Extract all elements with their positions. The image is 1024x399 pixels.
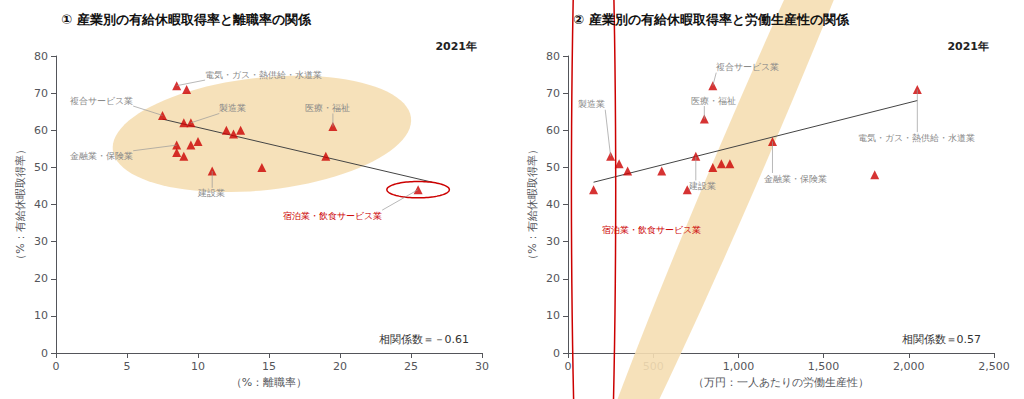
svg-text:複合サービス業: 複合サービス業 bbox=[716, 62, 779, 72]
svg-text:1,500: 1,500 bbox=[808, 360, 840, 373]
svg-text:電気・ガス・熱供給・水道業: 電気・ガス・熱供給・水道業 bbox=[858, 133, 975, 143]
svg-text:20: 20 bbox=[546, 272, 560, 285]
svg-text:電気・ガス・熱供給・水道業: 電気・ガス・熱供給・水道業 bbox=[205, 70, 322, 80]
svg-text:2,000: 2,000 bbox=[893, 360, 925, 373]
svg-text:建設業: 建設業 bbox=[197, 188, 225, 198]
svg-text:10: 10 bbox=[191, 360, 205, 373]
svg-text:相関係数＝－0.61: 相関係数＝－0.61 bbox=[379, 333, 470, 346]
svg-text:70: 70 bbox=[546, 87, 560, 100]
svg-text:50: 50 bbox=[34, 161, 48, 174]
svg-text:2021年: 2021年 bbox=[947, 40, 989, 53]
svg-text:25: 25 bbox=[404, 360, 418, 373]
svg-text:金融業・保険業: 金融業・保険業 bbox=[764, 174, 827, 184]
svg-text:0: 0 bbox=[565, 360, 572, 373]
svg-text:20: 20 bbox=[333, 360, 347, 373]
svg-text:医療・福祉: 医療・福祉 bbox=[305, 103, 350, 113]
svg-text:30: 30 bbox=[34, 235, 48, 248]
svg-text:宿泊業・飲食サービス業: 宿泊業・飲食サービス業 bbox=[602, 225, 701, 235]
svg-text:（%：離職率）: （%：離職率） bbox=[231, 376, 307, 389]
svg-text:0: 0 bbox=[41, 347, 48, 360]
svg-text:10: 10 bbox=[546, 309, 560, 322]
svg-text:60: 60 bbox=[546, 124, 560, 137]
svg-text:相関係数＝0.57: 相関係数＝0.57 bbox=[902, 333, 982, 346]
svg-text:70: 70 bbox=[34, 87, 48, 100]
svg-text:1,000: 1,000 bbox=[723, 360, 755, 373]
svg-text:複合サービス業: 複合サービス業 bbox=[70, 96, 133, 106]
svg-text:30: 30 bbox=[546, 235, 560, 248]
svg-text:0: 0 bbox=[53, 360, 60, 373]
svg-text:（%：有給休暇取得率）: （%：有給休暇取得率） bbox=[526, 144, 539, 264]
svg-text:20: 20 bbox=[34, 272, 48, 285]
svg-text:宿泊業・飲食サービス業: 宿泊業・飲食サービス業 bbox=[283, 211, 382, 221]
svg-text:2,500: 2,500 bbox=[978, 360, 1010, 373]
svg-text:① 産業別の有給休暇取得率と離職率の関係: ① 産業別の有給休暇取得率と離職率の関係 bbox=[61, 12, 312, 27]
svg-text:15: 15 bbox=[262, 360, 276, 373]
svg-text:0: 0 bbox=[553, 347, 560, 360]
svg-text:10: 10 bbox=[34, 309, 48, 322]
svg-text:（万円：一人あたりの労働生産性）: （万円：一人あたりの労働生産性） bbox=[693, 376, 869, 389]
svg-text:40: 40 bbox=[546, 198, 560, 211]
svg-text:製造業: 製造業 bbox=[219, 103, 246, 113]
svg-text:医療・福祉: 医療・福祉 bbox=[691, 96, 736, 106]
svg-text:製造業: 製造業 bbox=[578, 99, 605, 109]
svg-text:2021年: 2021年 bbox=[435, 40, 477, 53]
svg-text:② 産業別の有給休暇取得率と労働生産性の関係: ② 産業別の有給休暇取得率と労働生産性の関係 bbox=[573, 12, 850, 27]
svg-text:（%：有給休暇取得率）: （%：有給休暇取得率） bbox=[14, 144, 27, 264]
svg-text:50: 50 bbox=[546, 161, 560, 174]
svg-text:30: 30 bbox=[475, 360, 489, 373]
svg-text:60: 60 bbox=[34, 124, 48, 137]
svg-text:80: 80 bbox=[546, 50, 560, 63]
svg-text:40: 40 bbox=[34, 198, 48, 211]
svg-text:5: 5 bbox=[124, 360, 131, 373]
svg-text:金融業・保険業: 金融業・保険業 bbox=[70, 151, 133, 161]
svg-text:80: 80 bbox=[34, 50, 48, 63]
svg-text:建設業: 建設業 bbox=[688, 181, 716, 191]
